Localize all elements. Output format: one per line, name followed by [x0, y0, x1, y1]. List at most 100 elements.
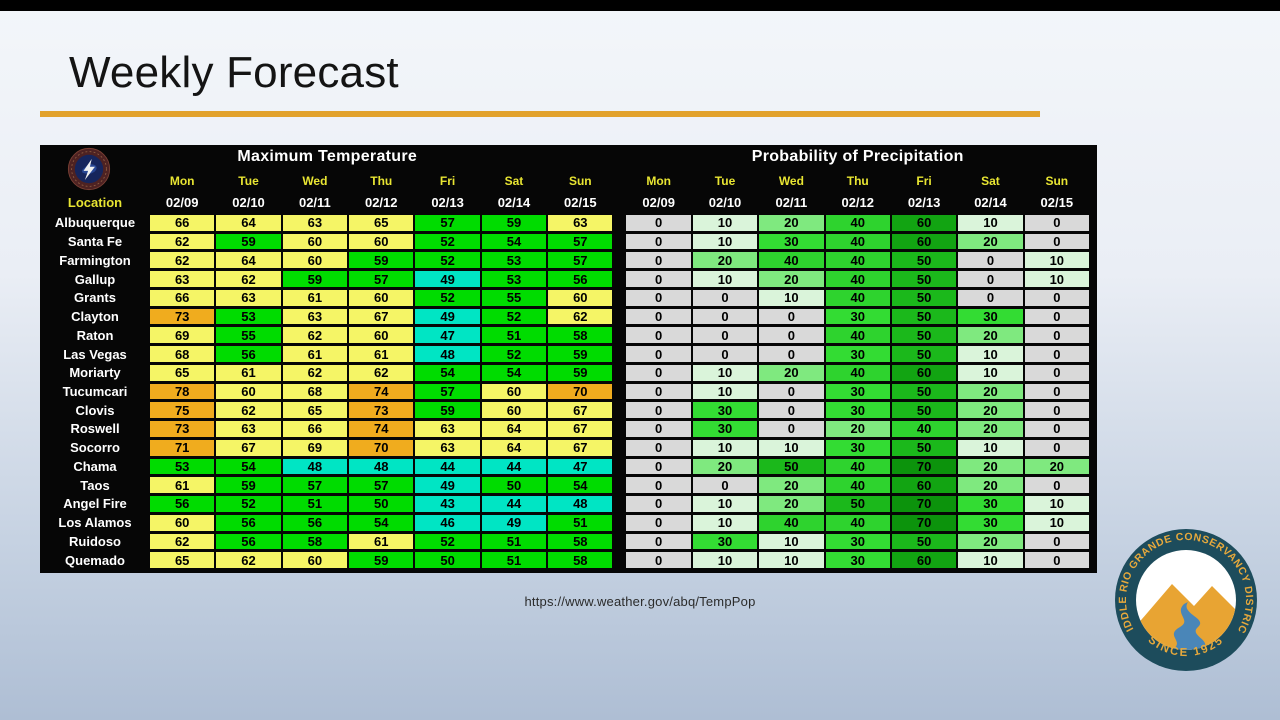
- pop-cell: 10: [958, 364, 1023, 381]
- pop-cell: 0: [626, 327, 691, 344]
- temp-cell: 65: [150, 552, 215, 568]
- temp-cell: 52: [216, 496, 281, 512]
- pop-cell: 20: [759, 271, 824, 287]
- temp-cell: 68: [150, 346, 215, 362]
- temp-cell: 60: [282, 252, 348, 269]
- temp-cell: 63: [282, 215, 348, 231]
- temp-cell: 43: [415, 496, 480, 512]
- day-header: Sat: [504, 173, 524, 188]
- temp-cell: 64: [481, 439, 547, 456]
- location-name: Raton: [76, 327, 114, 343]
- pop-cell: 30: [692, 421, 758, 437]
- pop-cell: 0: [626, 458, 691, 475]
- temp-cell: 62: [548, 308, 613, 325]
- pop-cell: 50: [891, 402, 957, 419]
- pop-cell: 30: [692, 402, 758, 419]
- pop-cell: 50: [891, 439, 957, 456]
- pop-cell: 10: [958, 439, 1023, 456]
- pop-cell: 40: [825, 215, 890, 231]
- temp-cell: 60: [349, 327, 414, 344]
- temp-cell: 61: [282, 346, 348, 362]
- pop-cell: 10: [692, 383, 758, 400]
- pop-cell: 10: [1024, 514, 1089, 531]
- location-name: Grants: [74, 290, 116, 306]
- section-title-temperature: Maximum Temperature: [237, 148, 418, 165]
- pop-cell: 30: [759, 233, 824, 250]
- day-header: Fri: [439, 173, 456, 188]
- pop-cell: 40: [825, 252, 890, 269]
- day-header: Wed: [302, 173, 328, 188]
- pop-cell: 0: [626, 496, 691, 512]
- temp-cell: 44: [481, 496, 547, 512]
- date-header: 02/12: [841, 195, 875, 210]
- pop-cell: 0: [1024, 552, 1089, 568]
- pop-cell: 20: [759, 364, 824, 381]
- location-name: Santa Fe: [67, 234, 123, 250]
- temp-cell: 62: [150, 252, 215, 269]
- temp-cell: 61: [216, 364, 281, 381]
- temp-cell: 47: [415, 327, 480, 344]
- pop-cell: 0: [626, 552, 691, 568]
- pop-cell: 10: [692, 439, 758, 456]
- pop-cell: 50: [759, 458, 824, 475]
- pop-cell: 0: [759, 346, 824, 362]
- pop-cell: 50: [891, 271, 957, 287]
- temp-cell: 73: [150, 421, 215, 437]
- location-name: Farmington: [59, 252, 131, 268]
- pop-cell: 50: [891, 327, 957, 344]
- temp-cell: 55: [216, 327, 281, 344]
- temp-cell: 67: [548, 421, 613, 437]
- temp-cell: 46: [415, 514, 480, 531]
- pop-cell: 10: [958, 552, 1023, 568]
- pop-cell: 30: [958, 308, 1023, 325]
- day-header: Sat: [981, 173, 1000, 188]
- temp-cell: 63: [282, 308, 348, 325]
- pop-cell: 50: [825, 496, 890, 512]
- temp-cell: 62: [216, 271, 281, 287]
- day-header: Tue: [238, 173, 259, 188]
- temp-cell: 63: [415, 439, 480, 456]
- pop-cell: 0: [692, 477, 758, 494]
- pop-cell: 0: [759, 421, 824, 437]
- pop-cell: 0: [626, 383, 691, 400]
- pop-cell: 30: [825, 346, 890, 362]
- temp-cell: 62: [216, 552, 281, 568]
- location-name: Quemado: [65, 552, 125, 568]
- temp-cell: 58: [548, 533, 613, 550]
- pop-cell: 40: [891, 421, 957, 437]
- date-header: 02/14: [497, 195, 531, 210]
- pop-cell: 30: [825, 402, 890, 419]
- day-header: Tue: [714, 173, 736, 188]
- nws-logo-icon: [67, 147, 111, 191]
- temp-cell: 67: [216, 439, 281, 456]
- temp-cell: 53: [150, 458, 215, 475]
- pop-cell: 0: [1024, 533, 1089, 550]
- pop-cell: 40: [825, 514, 890, 531]
- temp-cell: 62: [216, 402, 281, 419]
- temp-cell: 59: [415, 402, 480, 419]
- temp-cell: 65: [349, 215, 414, 231]
- pop-cell: 20: [958, 327, 1023, 344]
- pop-cell: 10: [1024, 496, 1089, 512]
- pop-cell: 60: [891, 552, 957, 568]
- pop-cell: 0: [626, 308, 691, 325]
- temp-cell: 56: [150, 496, 215, 512]
- pop-cell: 0: [1024, 477, 1089, 494]
- pop-cell: 0: [626, 364, 691, 381]
- temp-cell: 57: [415, 215, 480, 231]
- pop-cell: 0: [1024, 215, 1089, 231]
- day-header: Fri: [916, 173, 932, 188]
- temp-cell: 51: [548, 514, 613, 531]
- pop-cell: 0: [626, 402, 691, 419]
- pop-cell: 20: [958, 533, 1023, 550]
- pop-cell: 0: [759, 327, 824, 344]
- temp-cell: 54: [548, 477, 613, 494]
- location-name: Angel Fire: [63, 496, 127, 512]
- section-title-precipitation: Probability of Precipitation: [751, 148, 964, 165]
- pop-cell: 20: [958, 233, 1023, 250]
- temp-cell: 52: [415, 533, 480, 550]
- temp-cell: 59: [481, 215, 547, 231]
- pop-cell: 0: [1024, 308, 1089, 325]
- temp-cell: 65: [282, 402, 348, 419]
- temp-cell: 63: [415, 421, 480, 437]
